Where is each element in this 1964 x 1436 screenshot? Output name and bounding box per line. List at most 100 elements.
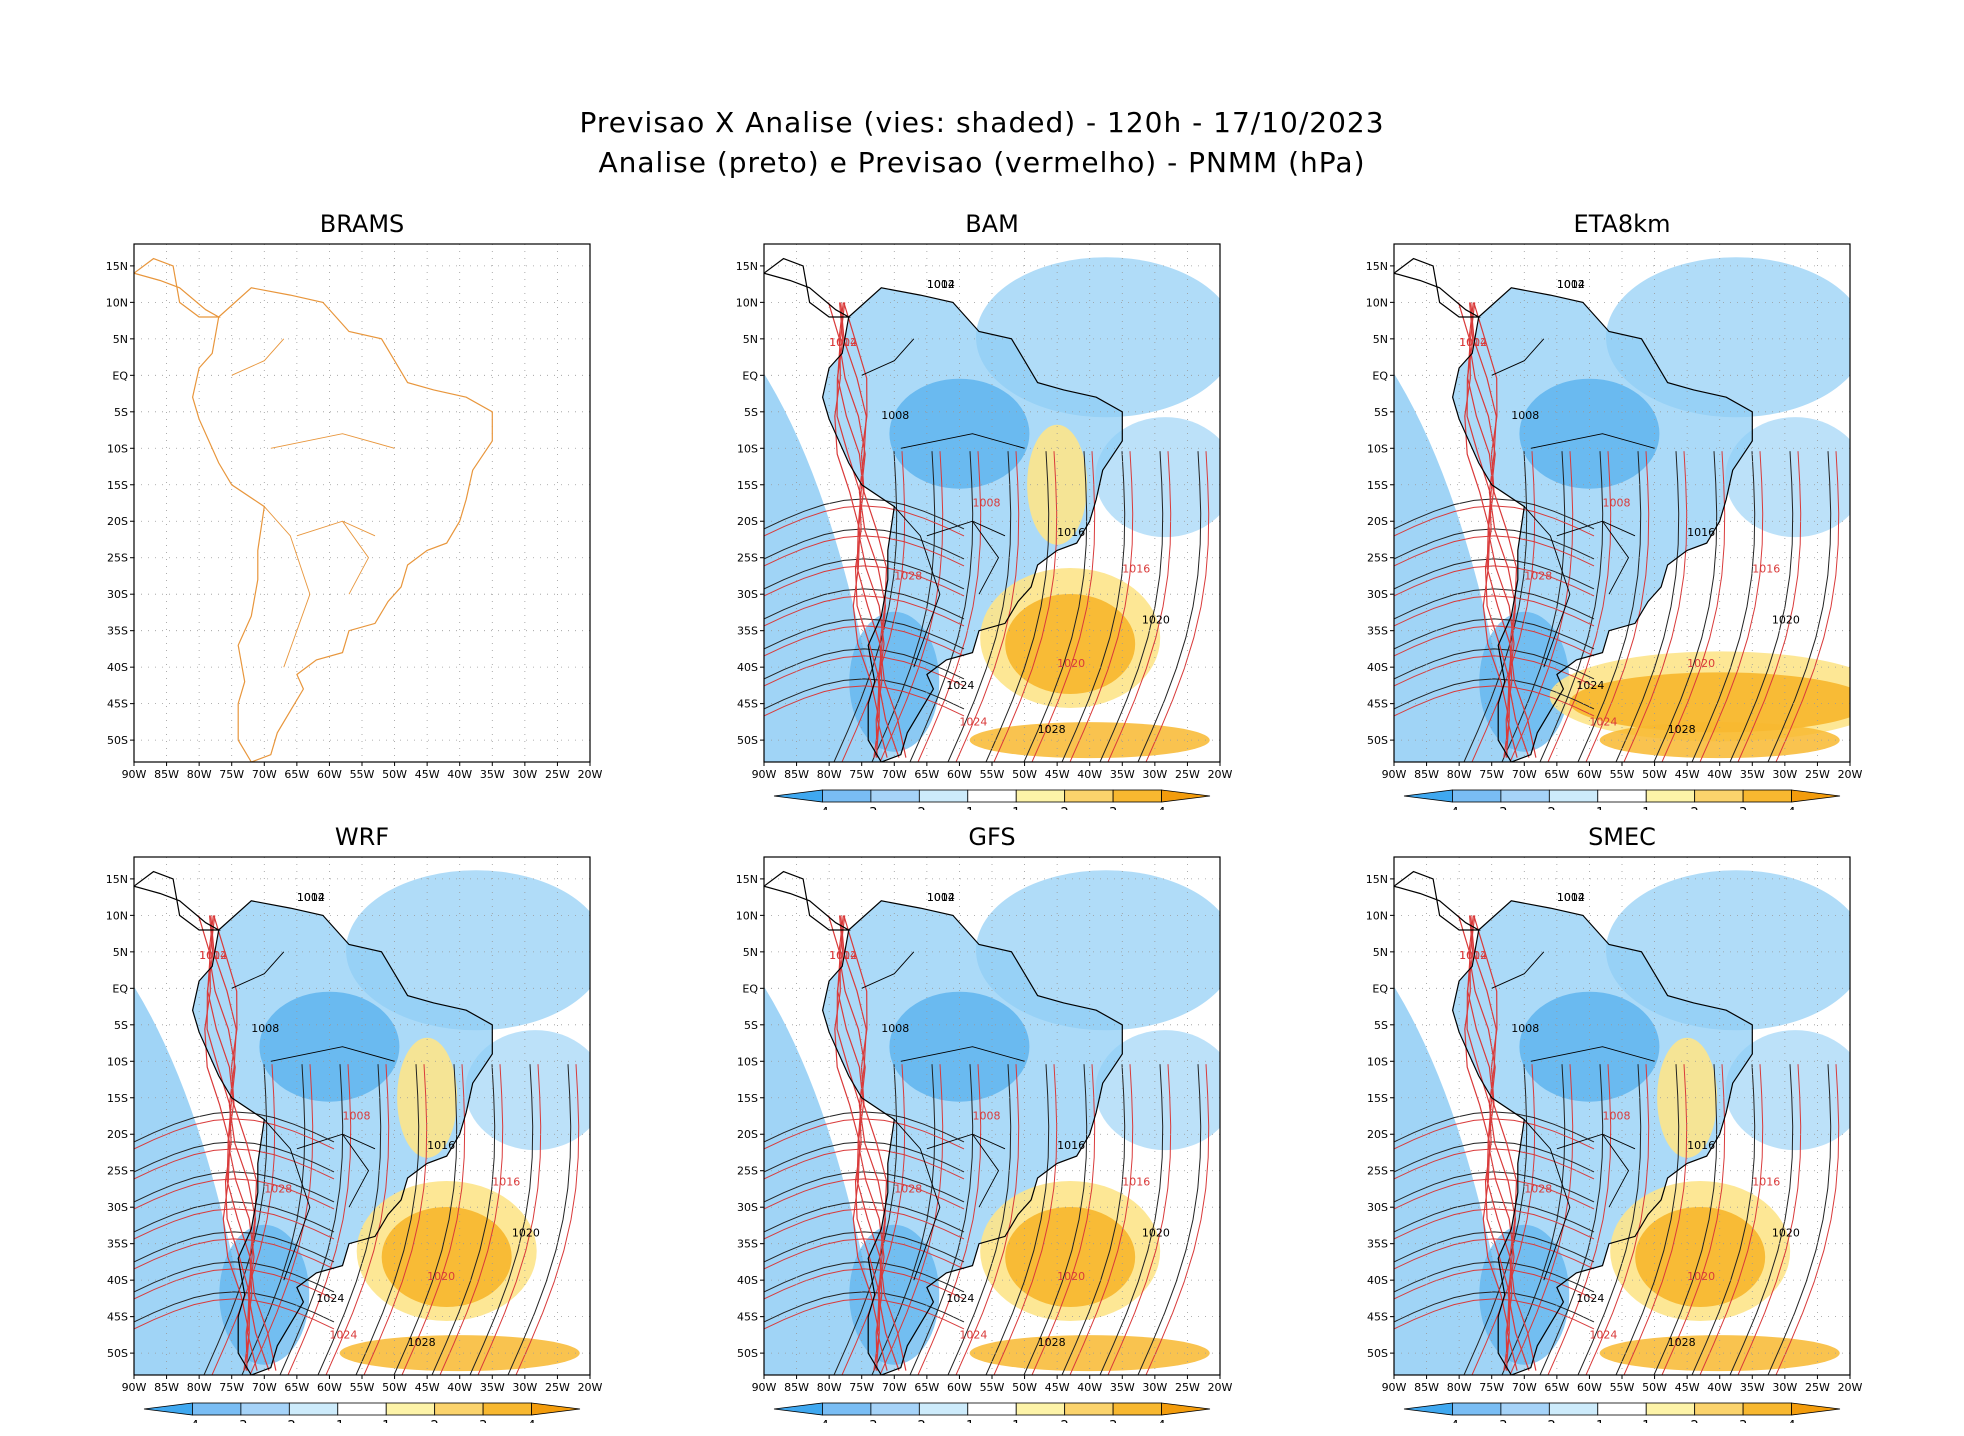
- colorbar-label: -1: [1591, 806, 1604, 810]
- colorbar-label: -4: [1446, 806, 1459, 810]
- colorbar-segment: [386, 1403, 434, 1415]
- isobar-label: 1024: [946, 679, 974, 692]
- colorbar-label: 2: [1691, 1419, 1699, 1423]
- latitude-label: 10S: [737, 442, 758, 455]
- isobar-label: 1028: [894, 570, 922, 583]
- subtitle: Analise (preto) e Previsao (vermelho) - …: [0, 146, 1964, 179]
- colorbar-label: -3: [234, 1419, 247, 1423]
- longitude-label: 90W: [752, 1381, 777, 1394]
- colorbar-label: 4: [1157, 1419, 1165, 1423]
- colorbar-segment: [1501, 790, 1549, 802]
- latitude-label: EQ: [1372, 982, 1388, 995]
- latitude-label: 15S: [1367, 1092, 1388, 1105]
- colorbar-segment: [919, 1403, 967, 1415]
- longitude-label: 30W: [1142, 768, 1167, 781]
- colorbar-segment: [1598, 790, 1646, 802]
- colorbar-label: -4: [816, 806, 829, 810]
- isobar-label: 1008: [1602, 1110, 1630, 1123]
- latitude-label: 35S: [1367, 625, 1388, 638]
- colorbar-segment: [968, 1403, 1016, 1415]
- colorbar-label: 3: [1109, 806, 1117, 810]
- longitude-label: 80W: [1447, 1381, 1472, 1394]
- colorbar-segment: [1162, 1403, 1210, 1415]
- colorbar-label: -1: [961, 1419, 974, 1423]
- latitude-label: EQ: [1372, 369, 1388, 382]
- longitude-label: 70W: [252, 1381, 277, 1394]
- colorbar-label: 1: [1012, 806, 1020, 810]
- colorbar-segment: [774, 790, 822, 802]
- latitude-label: 25S: [107, 552, 128, 565]
- latitude-label: 30S: [1367, 1201, 1388, 1214]
- latitude-label: EQ: [112, 982, 128, 995]
- colorbar-segment: [774, 1403, 822, 1415]
- isobar-label: 1008: [1602, 497, 1630, 510]
- latitude-label: 5N: [1373, 333, 1388, 346]
- longitude-label: 50W: [1012, 1381, 1037, 1394]
- longitude-label: 70W: [252, 768, 277, 781]
- colorbar-segment: [968, 790, 1016, 802]
- colorbar-segment: [435, 1403, 483, 1415]
- latitude-label: 5N: [113, 946, 128, 959]
- longitude-label: 25W: [545, 768, 570, 781]
- colorbar-segment: [1646, 790, 1694, 802]
- panel-brams: BRAMS 15N 10N 5N EQ 5S 10S 15S 20S 25S 30S 35S 40S 45…: [70, 210, 670, 810]
- longitude-label: 50W: [382, 1381, 407, 1394]
- latitude-label: 5N: [1373, 946, 1388, 959]
- latitude-label: 10S: [107, 442, 128, 455]
- colorbar-segment: [1549, 790, 1597, 802]
- map-smec: 1012101210081008101610161020102010241024…: [1330, 823, 1930, 1423]
- longitude-label: 90W: [1382, 1381, 1407, 1394]
- isobar-label: 1028: [264, 1183, 292, 1196]
- colorbar-segment: [1113, 790, 1161, 802]
- colorbar-label: -1: [331, 1419, 344, 1423]
- colorbar-label: 1: [1012, 1419, 1020, 1423]
- longitude-label: 55W: [1610, 768, 1635, 781]
- panel-bam: BAM 1012 1012 1008 1008 1016 1016 1020 1020 1024 1…: [700, 210, 1300, 810]
- latitude-label: 15N: [106, 260, 128, 273]
- isobar-label: 1008: [342, 1110, 370, 1123]
- colorbar-label: -4: [816, 1419, 829, 1423]
- colorbar-label: 1: [1642, 1419, 1650, 1423]
- latitude-label: EQ: [742, 982, 758, 995]
- latitude-label: 40S: [1367, 1274, 1388, 1287]
- colorbar-label: -3: [864, 1419, 877, 1423]
- colorbar-label: 2: [1061, 806, 1069, 810]
- latitude-label: 25S: [1367, 1165, 1388, 1178]
- latitude-label: 20S: [1367, 515, 1388, 528]
- longitude-label: 85W: [784, 1381, 809, 1394]
- isobar-label: 1016: [1122, 562, 1150, 575]
- longitude-label: 85W: [1414, 1381, 1439, 1394]
- latitude-label: 5S: [1374, 406, 1388, 419]
- colorbar-label: 4: [527, 1419, 535, 1423]
- longitude-label: 55W: [980, 1381, 1005, 1394]
- longitude-label: 60W: [317, 1381, 342, 1394]
- colorbar-segment: [1065, 1403, 1113, 1415]
- colorbar-segment: [192, 1403, 240, 1415]
- isobar-label: 1028: [408, 1336, 436, 1349]
- colorbar-label: 3: [479, 1419, 487, 1423]
- isobar-label: 1024: [1589, 1329, 1617, 1342]
- longitude-label: 45W: [1045, 1381, 1070, 1394]
- latitude-label: 15S: [107, 479, 128, 492]
- colorbar-segment: [1016, 790, 1064, 802]
- latitude-label: 15N: [736, 260, 758, 273]
- colorbar-segment: [1162, 790, 1210, 802]
- latitude-label: 40S: [1367, 661, 1388, 674]
- latitude-label: 5S: [114, 1019, 128, 1032]
- longitude-label: 30W: [512, 768, 537, 781]
- longitude-label: 80W: [817, 768, 842, 781]
- latitude-label: EQ: [742, 369, 758, 382]
- latitude-label: 5S: [744, 406, 758, 419]
- latitude-label: 45S: [107, 1311, 128, 1324]
- longitude-label: 75W: [1479, 1381, 1504, 1394]
- isobar-label: 1016: [1752, 1175, 1780, 1188]
- latitude-label: 20S: [1367, 1128, 1388, 1141]
- latitude-label: 10N: [106, 296, 128, 309]
- isobar-label: 1004: [927, 891, 955, 904]
- isobar-label: 1004: [297, 891, 325, 904]
- latitude-label: 15S: [1367, 479, 1388, 492]
- latitude-label: 20S: [737, 1128, 758, 1141]
- isobar-label: 1016: [1752, 562, 1780, 575]
- colorbar-segment: [338, 1403, 386, 1415]
- latitude-label: 30S: [737, 588, 758, 601]
